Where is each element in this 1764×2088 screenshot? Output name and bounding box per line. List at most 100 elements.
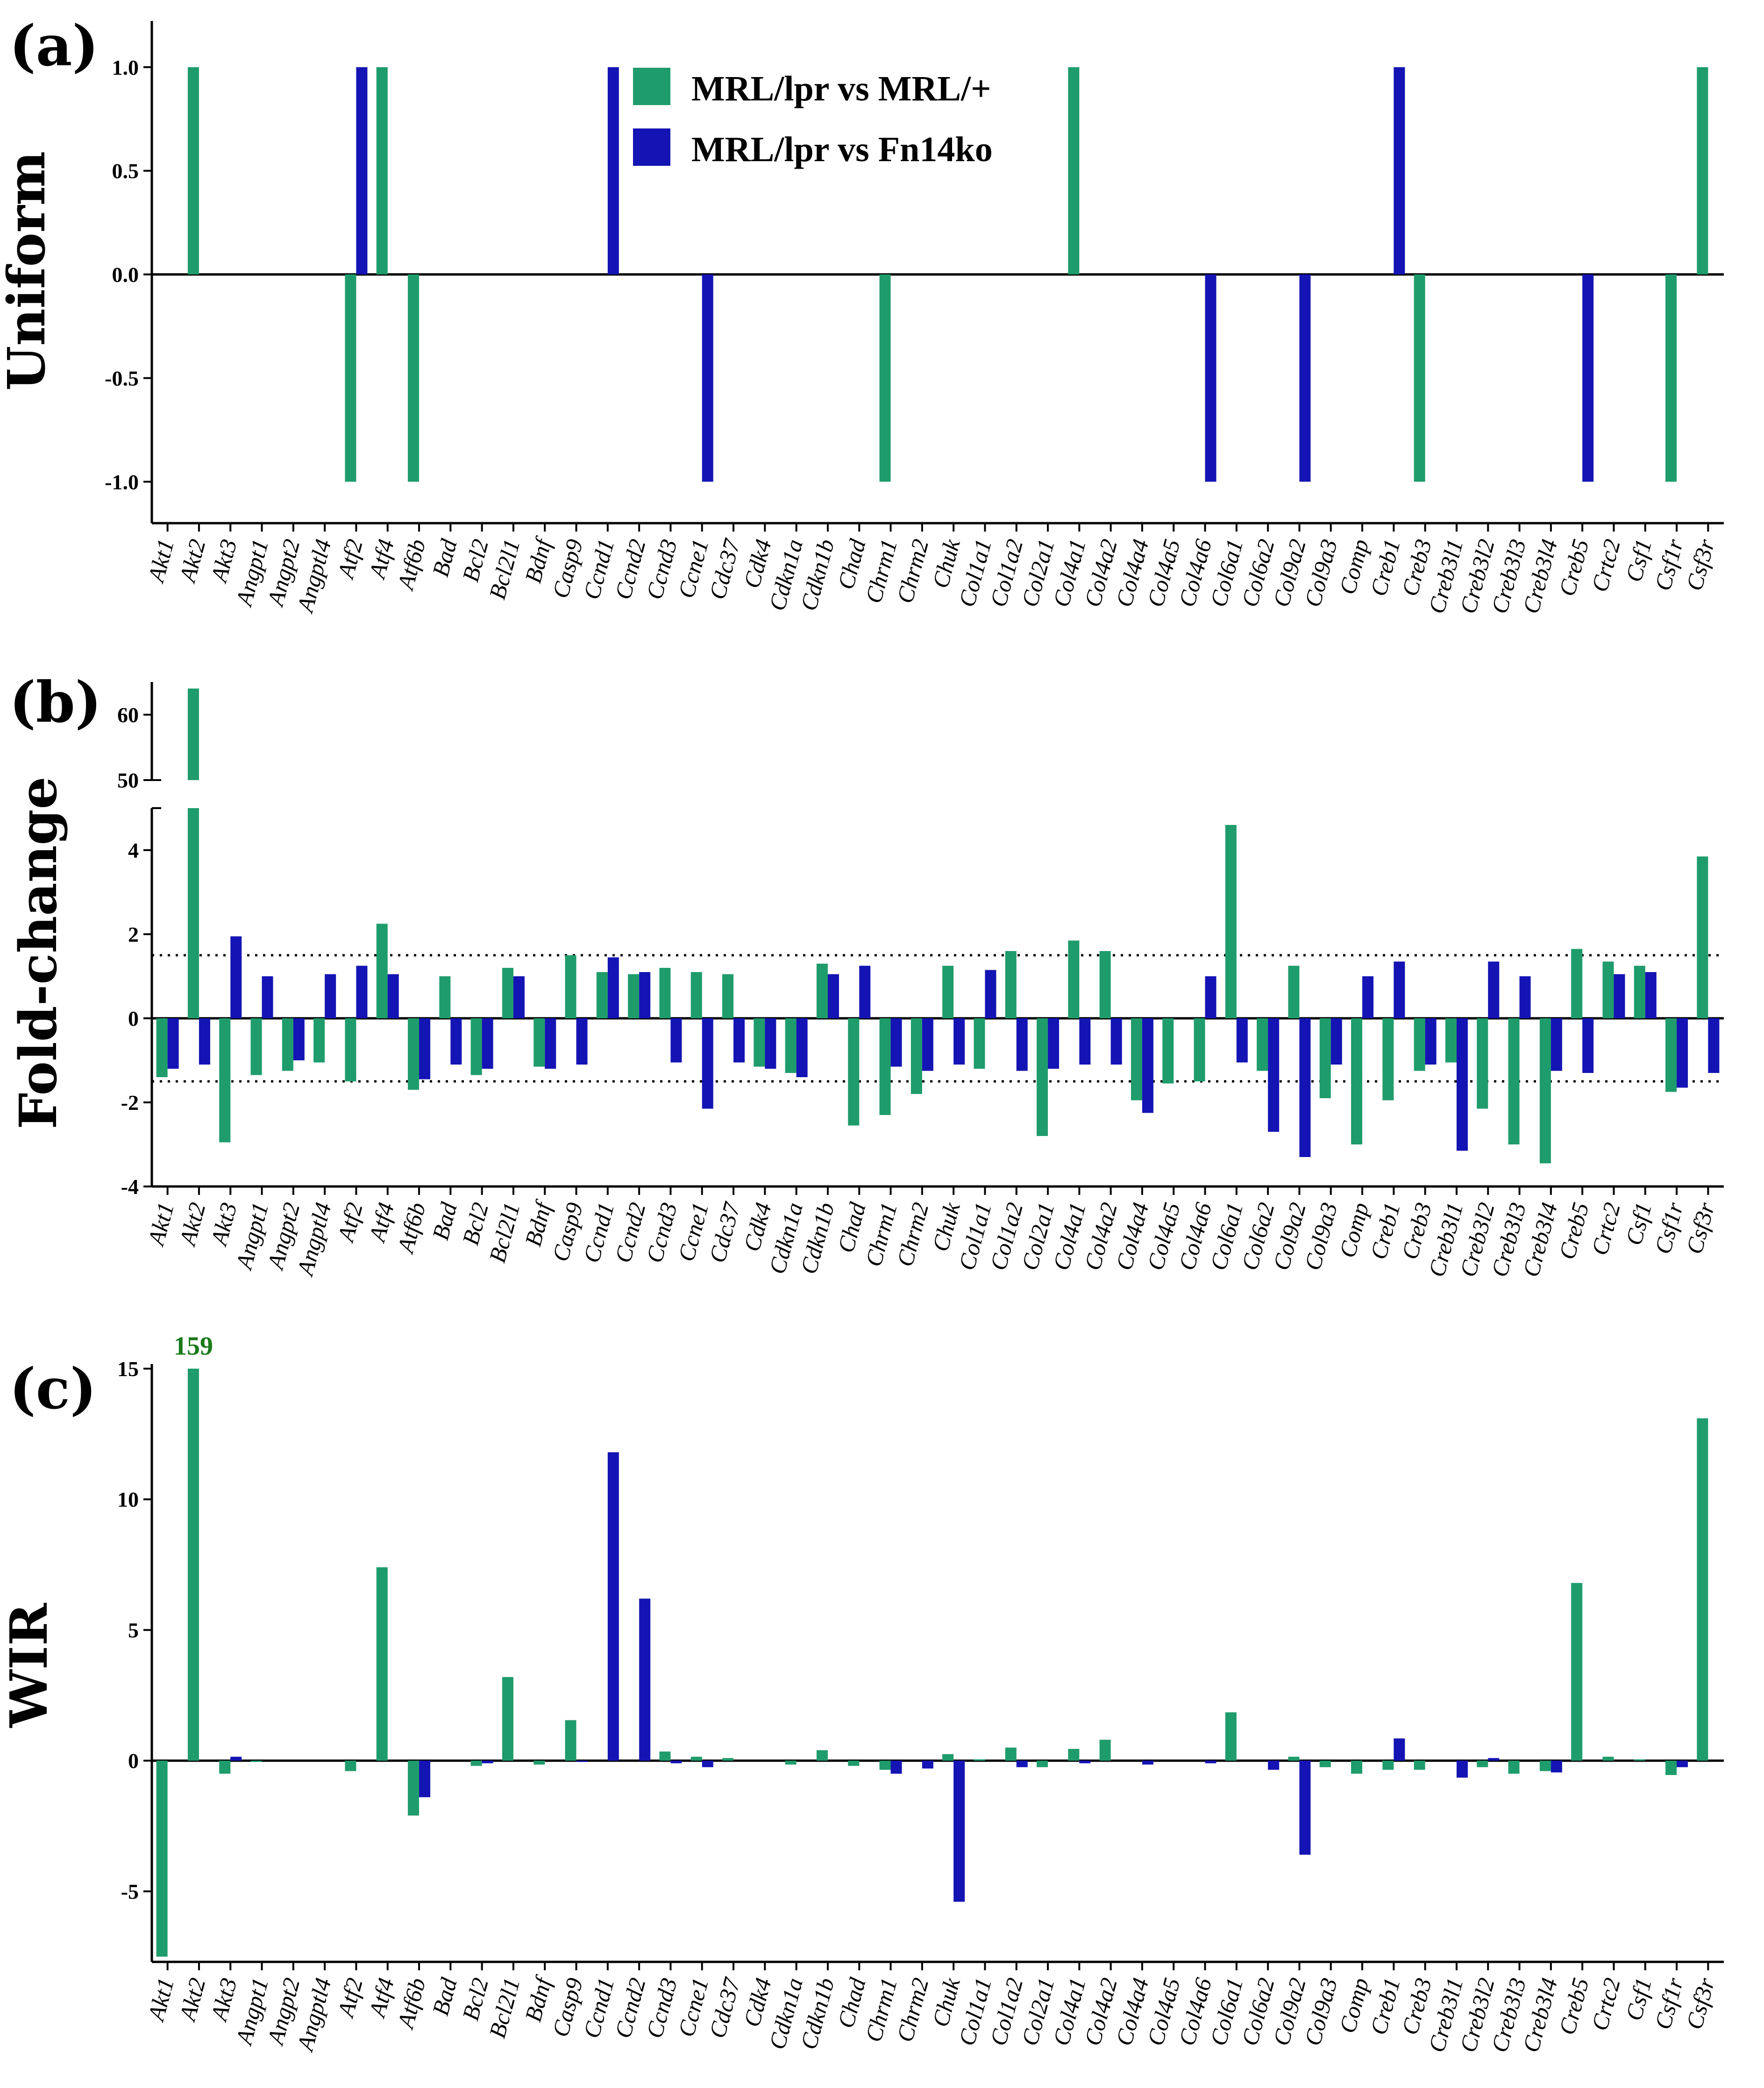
bar[interactable] [533,1018,545,1067]
bar[interactable] [1288,1756,1300,1761]
bar[interactable] [702,1018,713,1109]
bar[interactable] [690,1756,702,1761]
bar[interactable] [156,1018,168,1077]
bar[interactable] [250,1018,262,1075]
bar[interactable] [1236,1018,1248,1063]
bar[interactable] [1268,1761,1280,1770]
bar[interactable] [1665,274,1677,482]
bar[interactable] [1382,1761,1394,1770]
bar[interactable] [187,808,199,1018]
bar[interactable] [230,1756,242,1761]
bar[interactable] [545,1018,556,1069]
bar[interactable] [1414,1761,1425,1770]
bar[interactable] [1708,1018,1720,1073]
bar[interactable] [408,274,420,482]
bar[interactable] [796,1018,808,1077]
bar[interactable] [607,67,619,275]
bar[interactable] [659,968,671,1018]
bar[interactable] [1299,1018,1311,1157]
bar[interactable] [387,974,399,1019]
bar[interactable] [1697,856,1708,1019]
bar[interactable] [1079,1018,1091,1065]
bar[interactable] [1205,1761,1216,1763]
bar[interactable] [1330,1018,1342,1065]
bar[interactable] [1005,1747,1017,1761]
bar[interactable] [702,1761,713,1768]
bar[interactable] [1225,1712,1237,1761]
bar[interactable] [1456,1761,1468,1778]
bar[interactable] [1016,1018,1028,1071]
bar[interactable] [502,968,513,1018]
bar[interactable] [1665,1018,1677,1092]
bar[interactable] [450,1018,462,1065]
bar[interactable] [576,1018,588,1065]
bar[interactable] [565,955,576,1018]
bar[interactable] [922,1018,933,1071]
bar-upper-segment[interactable] [187,689,199,780]
bar[interactable] [1351,1018,1363,1144]
bar[interactable] [1602,961,1614,1019]
bar[interactable] [513,976,525,1018]
bar[interactable] [1394,67,1405,275]
bar[interactable] [565,1720,576,1761]
bar[interactable] [1099,951,1111,1018]
bar[interactable] [1456,1018,1468,1151]
bar[interactable] [1299,274,1311,482]
bar[interactable] [187,67,199,275]
bar[interactable] [419,1761,431,1797]
bar[interactable] [1665,1761,1677,1775]
bar[interactable] [722,1758,734,1761]
bar[interactable] [1162,1018,1174,1084]
bar[interactable] [1142,1761,1153,1765]
bar[interactable] [1645,972,1657,1018]
bar[interactable] [482,1018,493,1069]
bar[interactable] [1634,1759,1645,1761]
bar[interactable] [1677,1018,1688,1088]
bar[interactable] [1037,1761,1048,1768]
bar[interactable] [356,966,368,1019]
bar[interactable] [282,1018,293,1071]
bar[interactable] [1299,1761,1311,1855]
bar[interactable] [470,1018,482,1075]
bar[interactable] [785,1761,797,1765]
bar[interactable] [356,67,368,275]
bar[interactable] [345,1018,356,1081]
bar[interactable] [859,966,871,1019]
bar[interactable] [167,1018,179,1069]
bar[interactable] [670,1761,682,1763]
bar[interactable] [187,1369,199,1761]
bar[interactable] [733,1018,745,1063]
bar[interactable] [502,1677,513,1761]
bar[interactable] [1425,1018,1437,1065]
bar[interactable] [722,974,734,1019]
bar[interactable] [230,936,242,1019]
bar[interactable] [313,1018,325,1063]
bar[interactable] [639,1598,651,1761]
bar[interactable] [1288,966,1300,1019]
bar[interactable] [690,972,702,1018]
bar[interactable] [1634,966,1645,1019]
bar[interactable] [985,970,996,1019]
bar[interactable] [219,1018,231,1143]
bar[interactable] [1539,1761,1551,1771]
bar[interactable] [250,1761,262,1762]
bar[interactable] [910,1018,922,1094]
bar[interactable] [1477,1018,1488,1109]
bar[interactable] [345,274,356,482]
bar[interactable] [262,976,273,1018]
bar[interactable] [1614,974,1625,1019]
bar[interactable] [702,274,713,482]
bar[interactable] [1477,1761,1488,1768]
bar[interactable] [1205,976,1216,1018]
bar[interactable] [628,974,640,1019]
bar[interactable] [1005,951,1017,1018]
bar[interactable] [199,1018,210,1065]
bar[interactable] [1225,825,1237,1018]
bar[interactable] [156,1761,168,1957]
bar[interactable] [1110,1018,1122,1065]
bar[interactable] [376,67,388,275]
bar[interactable] [1551,1761,1562,1773]
bar[interactable] [419,1018,431,1080]
bar[interactable] [1131,1018,1142,1101]
bar[interactable] [1037,1018,1048,1136]
